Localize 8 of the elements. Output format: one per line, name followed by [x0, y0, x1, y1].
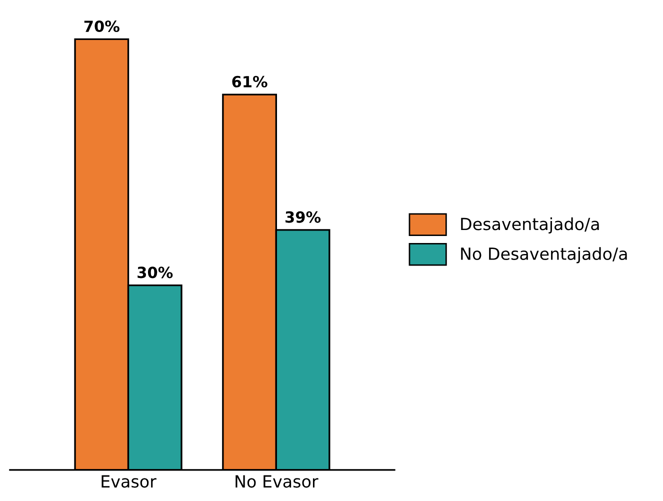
- data-label: 30%: [138, 266, 173, 278]
- data-label: 70%: [84, 20, 120, 32]
- x-tick-label: No Evasor: [236, 475, 318, 488]
- legend-label: No Desaventajado/a: [461, 247, 627, 264]
- data-label: 61%: [232, 76, 268, 88]
- x-tick-label: Evasor: [102, 475, 156, 488]
- legend-label: Desaventajado/a: [461, 217, 599, 234]
- data-label: 39%: [286, 211, 321, 223]
